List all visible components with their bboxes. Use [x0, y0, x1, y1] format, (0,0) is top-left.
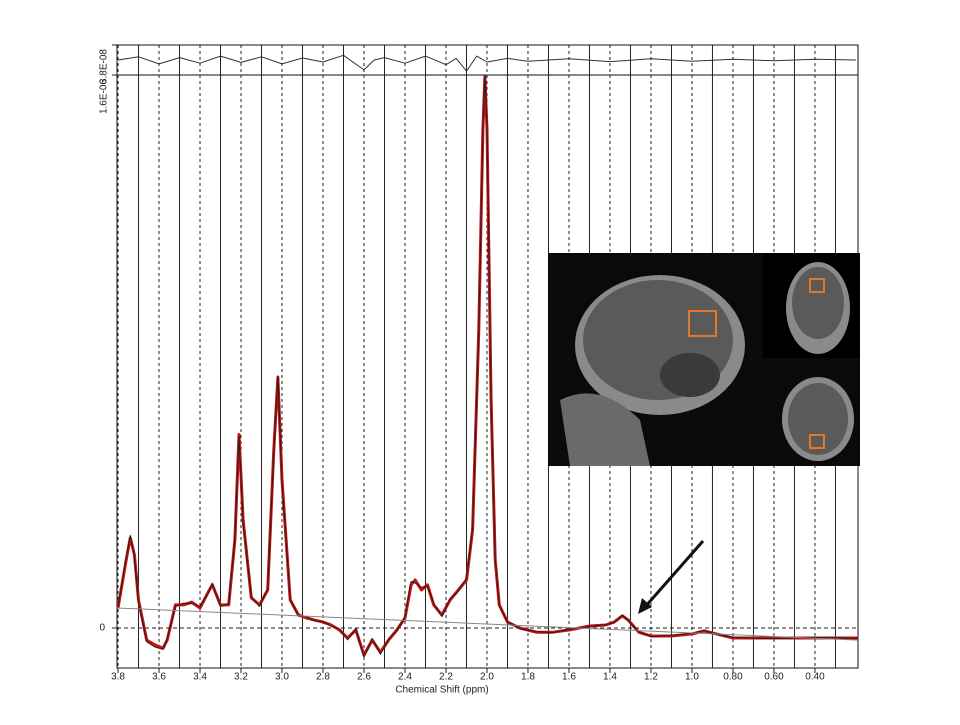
arrow [638, 540, 705, 614]
series-line [116, 607, 859, 641]
y-tick-label: 1.6E-06 [99, 79, 110, 114]
y-tick-label: 3.8E-08 [99, 49, 110, 84]
x-tick-label: 0.80 [723, 672, 743, 683]
x-tick-label: 0.40 [805, 672, 825, 683]
x-tick-label: 3.4 [193, 672, 207, 683]
face [560, 393, 650, 466]
x-tick-label: 2.0 [480, 672, 494, 683]
series-line [117, 54, 857, 72]
x-tick-label: 2.2 [439, 672, 453, 683]
arrow-shaft [643, 540, 705, 608]
x-tick-label: 3.2 [234, 672, 248, 683]
voxel-sagittal [688, 310, 717, 337]
x-tick-label: 1.4 [603, 672, 617, 683]
y-tick-label: 0 [99, 623, 105, 634]
mri-inset [548, 253, 860, 466]
x-tick-label: 3.6 [152, 672, 166, 683]
x-axis-label: Chemical Shift (ppm) [395, 685, 488, 696]
axial-brain [788, 383, 848, 455]
x-tick-label: 3.0 [275, 672, 289, 683]
x-tick-label: 2.4 [398, 672, 412, 683]
voxel-coronal [809, 278, 825, 293]
voxel-axial [809, 434, 825, 449]
x-tick-label: 1.8 [521, 672, 535, 683]
x-tick-label: 1.0 [685, 672, 699, 683]
x-tick-label: 1.6 [562, 672, 576, 683]
arrow-head [638, 598, 652, 614]
cerebellum [660, 353, 720, 397]
x-tick-label: 3.8 [111, 672, 125, 683]
x-tick-label: 2.6 [357, 672, 371, 683]
series-line [117, 74, 859, 658]
x-tick-label: 0.60 [764, 672, 784, 683]
x-tick-label: 1.2 [644, 672, 658, 683]
coronal-brain [792, 267, 844, 339]
x-tick-label: 2.8 [316, 672, 330, 683]
